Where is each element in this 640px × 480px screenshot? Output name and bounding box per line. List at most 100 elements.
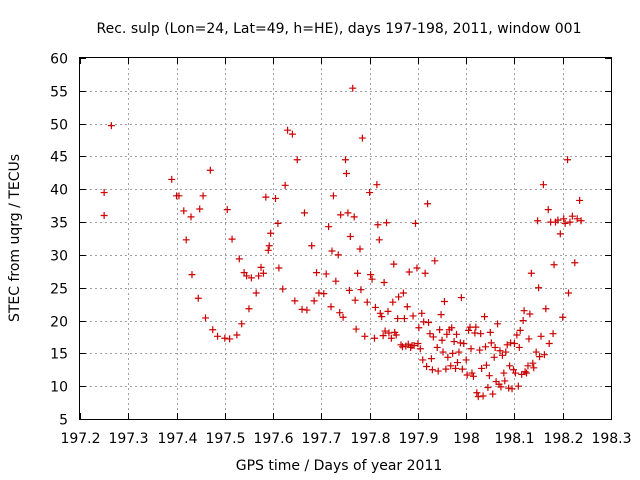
x-tick-label: 198: [453, 431, 480, 447]
data-point: [536, 353, 544, 361]
data-point: [481, 313, 489, 321]
data-point: [423, 362, 431, 370]
data-point: [367, 271, 375, 279]
data-point: [373, 181, 381, 189]
data-point: [376, 309, 384, 317]
data-point: [460, 340, 468, 348]
data-point: [467, 345, 475, 353]
x-tick-label: 198.3: [591, 431, 631, 447]
x-axis-label: GPS time / Days of year 2011: [236, 458, 443, 474]
data-point: [315, 289, 323, 297]
data-point: [405, 268, 413, 276]
data-point: [515, 343, 523, 351]
data-point: [291, 297, 299, 305]
data-point: [363, 298, 371, 306]
data-point: [520, 307, 528, 315]
data-point: [233, 331, 241, 339]
data-point: [308, 242, 316, 250]
data-point: [457, 294, 465, 302]
data-point: [484, 383, 492, 391]
data-point: [542, 305, 550, 313]
data-point: [196, 205, 204, 213]
plot-frame: [79, 57, 612, 420]
data-point: [527, 269, 535, 277]
data-point: [463, 371, 471, 379]
data-point: [334, 251, 342, 259]
data-point: [500, 369, 508, 377]
data-point: [554, 216, 562, 224]
data-point: [374, 221, 382, 229]
data-point: [526, 310, 534, 318]
x-tick-label: 198.1: [494, 431, 534, 447]
y-tick-label: 60: [50, 52, 68, 68]
data-point: [421, 269, 429, 277]
y-axis: 5 10 15 20 25 30 35 40 45 50 55 60: [50, 52, 611, 429]
data-point: [539, 181, 547, 189]
data-point: [502, 348, 510, 356]
y-tick-label: 45: [50, 150, 68, 166]
data-point: [214, 332, 222, 340]
data-point: [381, 327, 389, 335]
data-point: [332, 277, 340, 285]
data-point: [469, 372, 477, 380]
data-point: [476, 346, 484, 354]
data-point: [535, 284, 543, 292]
data-point: [439, 348, 447, 356]
data-point: [351, 296, 359, 304]
data-point: [442, 365, 450, 373]
data-point: [516, 326, 524, 334]
data-point: [524, 362, 532, 370]
data-point: [506, 362, 514, 370]
data-point: [187, 213, 195, 221]
y-tick-label: 35: [50, 216, 68, 232]
y-tick-label: 30: [50, 249, 68, 265]
data-point: [433, 343, 441, 351]
data-point: [413, 264, 421, 272]
chart-title: Rec. sulp (Lon=24, Lat=49, h=HE), days 1…: [97, 21, 582, 37]
data-point: [379, 332, 387, 340]
data-point: [337, 211, 345, 219]
data-point: [100, 212, 108, 220]
data-point: [540, 351, 548, 359]
data-point: [456, 339, 464, 347]
data-point: [414, 340, 422, 348]
data-point: [473, 389, 481, 397]
data-point: [209, 326, 217, 334]
data-point: [507, 339, 515, 347]
data-point: [265, 242, 273, 250]
data-point: [474, 393, 482, 401]
data-point: [489, 390, 497, 398]
data-point: [429, 333, 437, 341]
data-point: [356, 245, 364, 253]
data-point: [452, 364, 460, 372]
data-point: [346, 233, 354, 241]
data-point: [565, 289, 573, 297]
data-point: [361, 332, 369, 340]
data-point: [206, 166, 214, 174]
data-point: [403, 303, 411, 311]
data-point: [478, 364, 486, 372]
data-point: [508, 385, 516, 393]
data-point: [427, 355, 435, 363]
x-tick-label: 197.9: [398, 431, 438, 447]
data-point: [498, 351, 506, 359]
data-point: [550, 261, 558, 269]
data-point: [525, 335, 533, 343]
x-tick-label: 197.4: [157, 431, 197, 447]
data-point: [501, 377, 509, 385]
data-point: [202, 314, 210, 322]
data-point: [447, 362, 455, 370]
data-point: [513, 331, 521, 339]
data-point: [344, 209, 352, 217]
data-point: [559, 313, 567, 321]
data-point: [438, 336, 446, 344]
data-point: [380, 278, 388, 286]
data-point: [425, 319, 433, 327]
data-point: [383, 219, 391, 227]
data-point: [281, 181, 289, 189]
x-tick-label: 197.6: [253, 431, 293, 447]
data-point: [387, 334, 395, 342]
y-tick-label: 5: [59, 413, 68, 429]
data-point: [339, 313, 347, 321]
data-point: [375, 236, 383, 244]
